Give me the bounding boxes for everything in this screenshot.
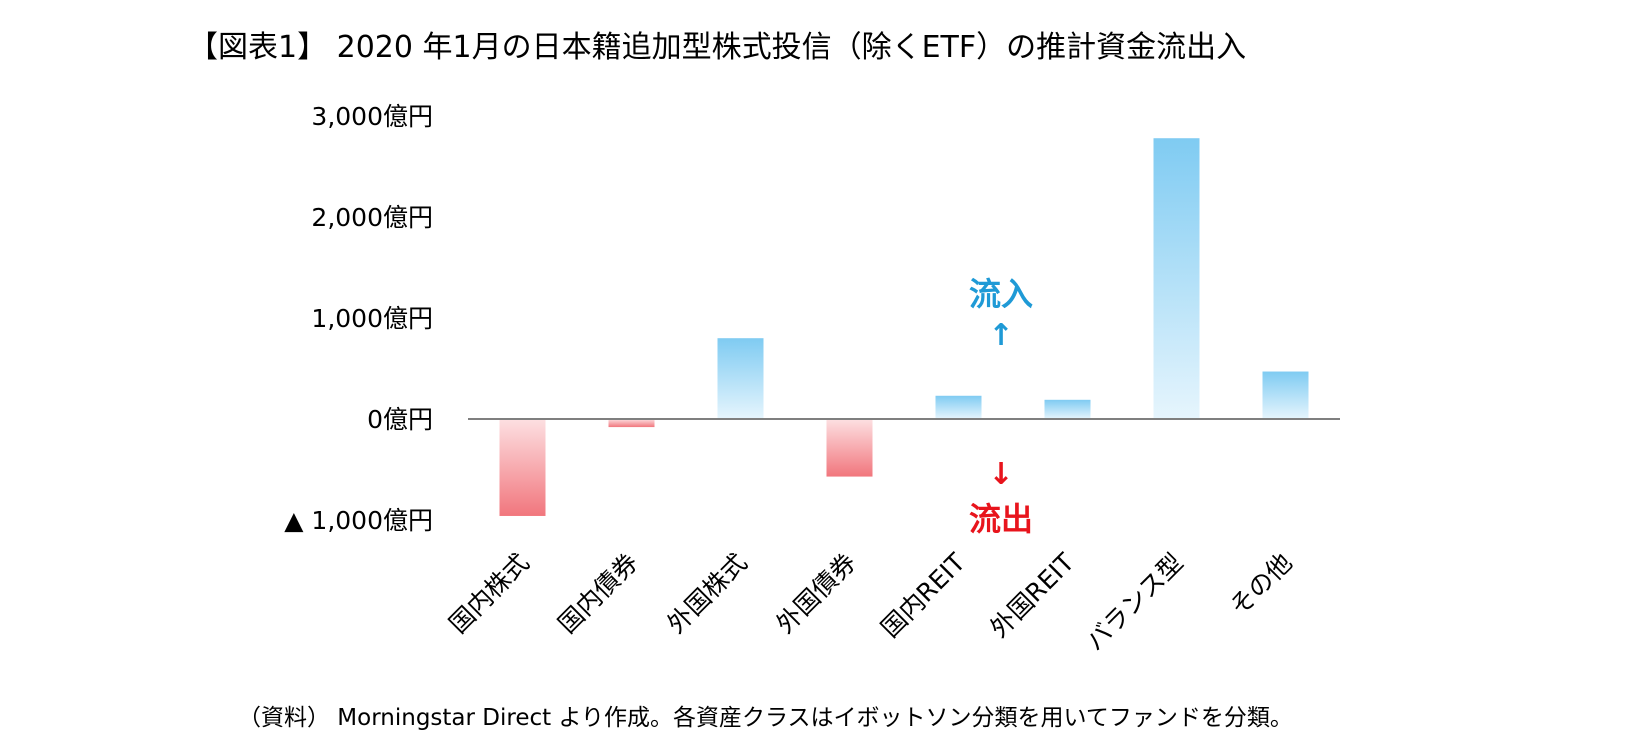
bar-4 xyxy=(935,395,982,419)
source-note: （資料） Morningstar Direct より作成。各資産クラスはイボット… xyxy=(238,705,1293,731)
x-tick-label: 外国債券 xyxy=(771,548,862,639)
x-tick-label: その他 xyxy=(1224,548,1298,622)
x-tick-label: 国内株式 xyxy=(444,548,535,639)
y-tick-label: 0億円 xyxy=(367,405,433,434)
x-tick-label: 外国株式 xyxy=(662,548,753,639)
outflow-label: 流出 xyxy=(969,500,1033,538)
x-tick-label: 外国REIT xyxy=(984,547,1080,643)
y-tick-label: 3,000億円 xyxy=(311,102,433,131)
bar-0 xyxy=(499,419,546,516)
bar-3 xyxy=(826,419,873,477)
bar-6 xyxy=(1153,138,1200,419)
bar-7 xyxy=(1262,371,1309,419)
inflow-label: 流入 xyxy=(969,275,1033,313)
y-tick-label: 2,000億円 xyxy=(311,203,433,232)
inflow-arrow-icon: ↑ xyxy=(988,318,1013,353)
outflow-arrow-icon: ↓ xyxy=(988,457,1013,492)
x-tick-label: バランス型 xyxy=(1080,548,1189,657)
bar-5 xyxy=(1044,399,1091,419)
bar-1 xyxy=(608,419,655,428)
bar-2 xyxy=(717,338,764,419)
x-tick-label: 国内REIT xyxy=(875,547,971,643)
chart-title: 【図表1】 2020 年1月の日本籍追加型株式投信（除くETF）の推計資金流出入 xyxy=(188,30,1247,65)
y-tick-label: ▲ 1,000億円 xyxy=(284,506,433,535)
x-tick-label: 国内債券 xyxy=(553,548,644,639)
y-tick-label: 1,000億円 xyxy=(311,304,433,333)
